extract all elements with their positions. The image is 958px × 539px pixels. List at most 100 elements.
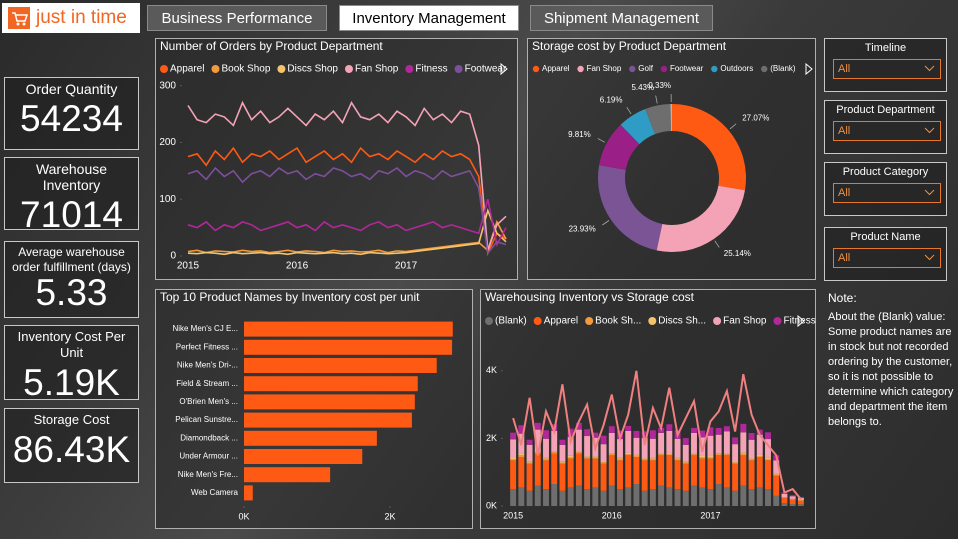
y-tick-label: 100 xyxy=(159,194,176,205)
bar-segment xyxy=(575,453,582,486)
bar-segment xyxy=(575,485,582,506)
tab[interactable]: Business Performance xyxy=(147,5,327,31)
bar-segment xyxy=(649,458,656,461)
logo-text: just in time xyxy=(36,7,127,28)
bar-segment xyxy=(575,429,582,452)
dropdown[interactable]: All xyxy=(833,183,941,203)
filter-label: Product Category xyxy=(842,166,929,178)
x-tick-label: 2016 xyxy=(286,261,309,272)
bar-segment xyxy=(674,457,681,459)
bar-segment xyxy=(600,463,607,491)
donut-slice xyxy=(672,104,747,191)
bar-segment xyxy=(526,444,533,462)
kpi-label: Warehouse Inventory xyxy=(35,161,108,193)
bar-segment xyxy=(765,459,771,461)
bar-segment xyxy=(666,452,673,454)
data-label: 23.93% xyxy=(569,225,596,234)
legend-scroll[interactable] xyxy=(500,62,508,76)
bar-segment xyxy=(715,453,722,454)
bar-segment xyxy=(707,456,714,459)
data-label: 0.33% xyxy=(648,81,671,90)
bar-segment xyxy=(674,438,681,458)
bar-segment xyxy=(559,462,566,464)
dropdown[interactable]: All xyxy=(833,248,941,268)
bar-segment xyxy=(592,487,599,506)
bar-segment xyxy=(633,455,640,457)
legend-label: (Blank) xyxy=(770,64,796,73)
bar-segment xyxy=(732,462,739,464)
kpi-label: Average warehouse order fulfillment (day… xyxy=(12,245,131,274)
series-line xyxy=(187,219,507,254)
donut-slice xyxy=(620,108,656,145)
filter-label: Timeline xyxy=(864,42,907,54)
bar-segment xyxy=(625,454,632,456)
bar-segment xyxy=(674,460,681,490)
bar-segment xyxy=(518,453,525,456)
tab[interactable]: Inventory Management xyxy=(339,5,519,31)
bar-segment xyxy=(641,490,648,506)
bar-segment xyxy=(740,455,747,486)
bar-segment xyxy=(559,461,566,463)
bar-segment xyxy=(765,439,771,458)
bar-segment xyxy=(526,462,533,464)
bar-segment xyxy=(608,485,615,506)
bar-segment xyxy=(625,455,632,488)
bar xyxy=(244,358,437,373)
bar-segment xyxy=(691,432,697,454)
bar-segment xyxy=(600,461,607,463)
bar-segment xyxy=(765,457,771,460)
bar-segment xyxy=(649,457,656,459)
bar-segment xyxy=(740,453,747,456)
bar-segment xyxy=(567,455,574,457)
legend-label: Book Sh... xyxy=(595,316,641,327)
legend-label: Footwear xyxy=(670,64,704,73)
bar-segment xyxy=(699,458,706,488)
bar-segment xyxy=(584,489,591,506)
donut-slice xyxy=(670,104,672,132)
legend-marker xyxy=(344,65,353,73)
filter: Product Name All xyxy=(824,227,947,281)
bar-segment xyxy=(510,432,517,440)
bar-segment xyxy=(773,473,780,475)
y-tick-label: Pelican Sunstre... xyxy=(175,415,238,424)
bar-segment xyxy=(510,459,517,461)
bar-segment xyxy=(649,438,656,458)
legend-marker xyxy=(585,317,594,325)
bar-segment xyxy=(723,487,730,506)
bar-segment xyxy=(740,432,747,453)
bar-segment xyxy=(756,429,763,435)
donut-slice xyxy=(599,124,640,170)
note: Note: About the (Blank) value: Some prod… xyxy=(828,291,956,430)
bar-segment xyxy=(625,487,632,506)
bar-segment xyxy=(658,453,665,455)
legend-scroll[interactable] xyxy=(805,62,813,76)
leader-line xyxy=(729,123,737,130)
bar-segment xyxy=(617,458,623,461)
legend-marker xyxy=(160,65,168,73)
x-tick-label: 2017 xyxy=(700,510,720,520)
bar-segment xyxy=(781,497,788,499)
bar-segment xyxy=(518,456,525,488)
legend-label: Fitness xyxy=(415,64,447,75)
x-tick-label: 2016 xyxy=(602,510,622,520)
bar-segment xyxy=(682,444,689,462)
tab[interactable]: Shipment Management xyxy=(530,5,713,31)
bar-segment xyxy=(666,424,673,431)
y-tick-label: 2K xyxy=(486,433,497,443)
bar-segment xyxy=(789,503,796,506)
bar-segment xyxy=(633,456,640,485)
bar-segment xyxy=(543,457,549,459)
dropdown[interactable]: All xyxy=(833,59,941,79)
dropdown[interactable]: All xyxy=(833,121,941,141)
chart-title: Top 10 Product Names by Inventory cost p… xyxy=(160,290,420,304)
y-tick-label: 0K xyxy=(486,500,497,510)
bar-segment xyxy=(765,489,771,506)
bar-segment xyxy=(797,496,804,498)
bar-segment xyxy=(748,458,755,460)
bar-segment xyxy=(723,453,730,455)
donut-slice xyxy=(645,104,672,135)
bar-segment xyxy=(567,456,574,459)
bar-segment xyxy=(510,439,517,459)
legend-scroll[interactable] xyxy=(797,314,805,328)
bar-segment xyxy=(567,458,574,488)
